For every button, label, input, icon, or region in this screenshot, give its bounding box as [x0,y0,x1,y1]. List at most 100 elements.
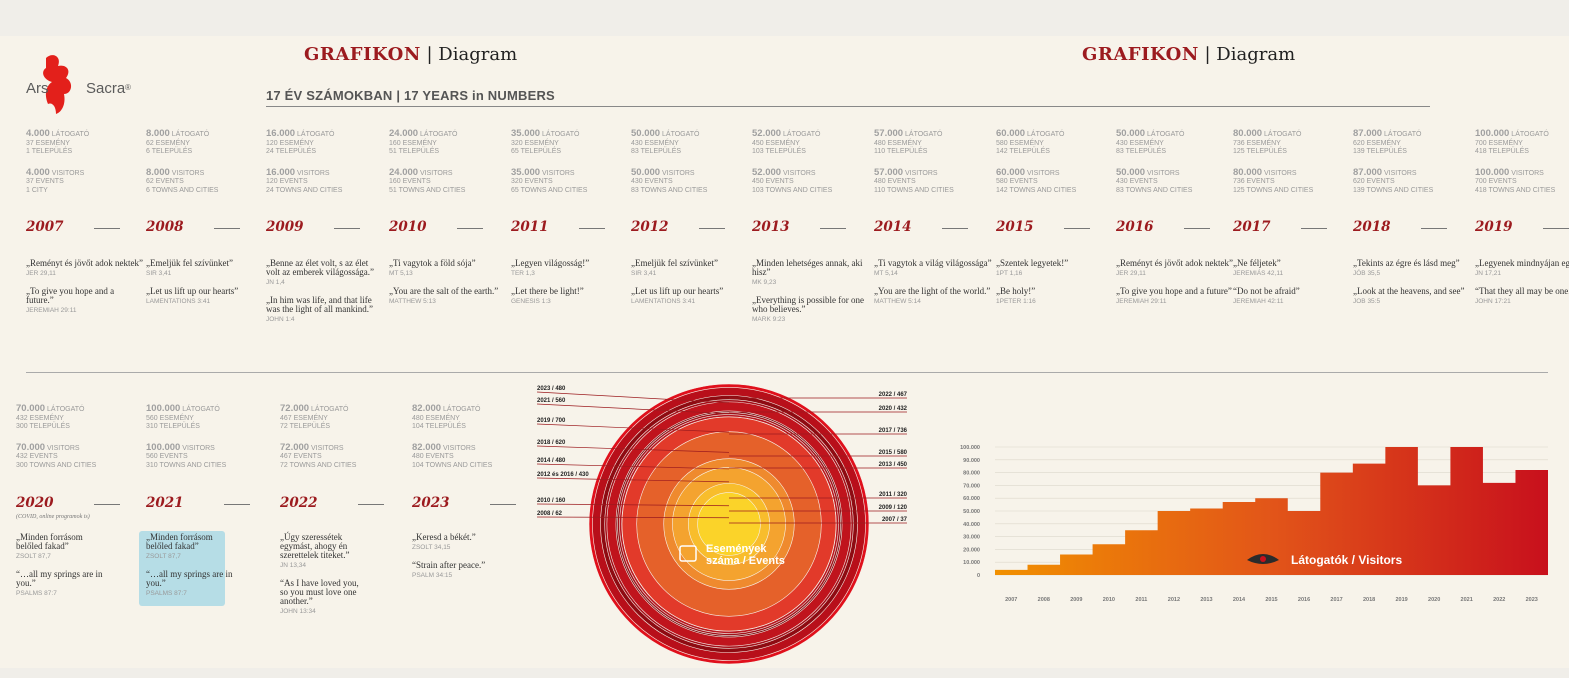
left-label-3: 2018 / 620 [537,440,566,446]
quote-en: „To give you hope and a future” JEREMIAH … [1116,287,1234,306]
quote-hu-ref: JN 13,34 [280,562,307,569]
page-title-right: GRAFIKON | Diagram [1082,44,1296,65]
visitor-count: 50.000 [631,128,661,139]
quote-en: “…all my springs are in you.” PSALMS 87:7 [16,570,104,598]
year-label-2014: 2014 [874,219,912,235]
quote-hu-text: „Legyen világosság!” [511,258,590,268]
stats-en: 82.000 VISITORS 480 EVENTS 104 TOWNS AND C… [412,442,532,471]
stats-en: 72.000 VISITORS 467 EVENTS 72 TOWNS AND CI… [280,442,400,471]
visitor-count: 35.000 [511,128,541,139]
stats-2009: 16.000 LÁTOGATÓ 120 ESEMÉNY 24 TELEPÜLÉS 16… [266,129,386,195]
quote-hu-ref: SIR 3,41 [631,270,657,277]
stats-en: 52.000 VISITORS 450 EVENTS 103 TOWNS AND C… [752,167,872,196]
quote-en: “…all my springs are in you.” Psalms 87:7 [146,570,234,598]
quote-2009: „Benne az élet volt, s az élet volt az e… [266,259,384,333]
events-hu: 62 ESEMÉNY [146,139,190,147]
visitors-label-en: VISITORS [1264,169,1297,177]
quote-en-text: “That they all may be one.” [1475,286,1569,296]
brand-name-2: Sacra [86,80,126,97]
quote-en-ref: JOHN 1:4 [266,316,295,323]
year-line-2021 [224,504,250,505]
year-label-2022: 2022 [280,495,318,511]
visitors-label-hu: LÁTOGATÓ [420,131,458,138]
visitor-count-en: 70.000 [16,441,46,453]
quote-hu: „Reményt és jövőt adok nektek” JER 29,11 [1116,259,1234,278]
quote-2020: „Minden forrásom belőled fakad” ZSOLT 87,… [16,533,104,607]
quote-hu-text: „Minden forrásom belőled fakad” [16,532,83,551]
stats-hu: 60.000 LÁTOGATÓ 580 ESEMÉNY 142 TELEPÜLÉS [996,129,1116,157]
quote-2013: „Minden lehetséges annak, aki hisz” MK 9,… [752,259,870,333]
visitors-label-en: VISITORS [542,169,575,177]
towns-en: 72 TOWNS AND CITIES [280,461,357,469]
stats-en: 50.000 VISITORS 430 EVENTS 83 TOWNS AND CI… [631,166,751,196]
events-hu: 736 ESEMÉNY [1233,139,1281,147]
towns-hu: 300 TELEPÜLÉS [16,423,70,430]
year-line-2014 [942,228,968,229]
quote-en-ref: PSALM 34:15 [412,572,453,579]
visitors-label-hu: LÁTOGATÓ [1264,131,1302,138]
stats-hu: 57.000 LÁTOGATÓ 480 ESEMÉNY 110 TELEPÜLÉS [874,128,994,157]
visitors-label-en: VISITORS [1511,169,1544,177]
quote-en: “That they all may be one.” JOHN 17:21 [1475,287,1569,306]
ytick-4: 40.000 [963,522,980,528]
visitors-label-hu: LÁTOGATÓ [311,406,349,413]
visitors-label-hu: LÁTOGATÓ [171,131,210,138]
quote-hu-ref: ZSOLT 87,7 [16,553,51,560]
events-hu: 320 ESEMÉNY [511,139,559,147]
quote-hu: „Ti vagytok a világ világossága” MT 5,14 [874,259,992,278]
stats-en: 4.000 VISITORS 37 EVENTS 1 CITY [26,167,146,196]
year-line-2019 [1543,228,1569,229]
stats-hu: 4.000 LÁTOGATÓ 37 ESEMÉNY 1 TELEPÜLÉS [26,129,146,157]
quote-hu-text: „Benne az élet volt, s az élet volt az e… [266,258,374,277]
towns-hu: 125 TELEPÜLÉS [1233,148,1287,155]
xtick-2019: 2019 [1395,597,1407,603]
visitors-label-en: VISITORS [297,169,330,177]
quote-en: „You are the salt of the earth.” MATTHEW … [389,287,507,306]
left-leader-6 [536,503,730,507]
quote-2011: „Legyen világosság!” TER 1,3 „Let there be… [511,259,629,315]
quote-hu-ref: Zsolt 87,7 [146,553,181,560]
quote-en-text: “Do not be afraid” [1233,286,1300,296]
visitors-label-en: VISITORS [51,169,85,177]
year-line-2009 [334,228,360,229]
top-strip [0,0,1569,36]
events-en: 430 EVENTS [1116,178,1158,185]
year-line-2016 [1184,228,1210,229]
visitor-count-en: 50.000 [631,166,661,178]
events-hu: 430 ESEMÉNY [1116,139,1164,147]
stats-2014: 57.000 LÁTOGATÓ 480 ESEMÉNY 110 TELEPÜLÉS 5… [874,128,994,195]
stats-en: 60.000 VISITORS 580 EVENTS 142 TOWNS AND C… [996,167,1116,196]
quote-hu-ref: MT 5,13 [389,270,413,277]
towns-hu: 142 TELEPÜLÉS [996,148,1050,155]
stats-2022: 72.000 LÁTOGATÓ 467 ESEMÉNY 72 TELEPÜLÉS 72… [280,404,400,471]
stats-2018: 87.000 LÁTOGATÓ 620 ESEMÉNY 139 TELEPÜLÉS 8… [1353,129,1473,195]
quote-en-text: „To give you hope and a future” [1116,286,1232,296]
ytick-6: 60.000 [963,496,980,502]
events-en: 430 EVENTS [631,178,673,185]
visitor-count: 70.000 [16,403,46,414]
year-line-2020 [94,504,120,505]
eye-pupil-icon [1260,556,1266,562]
quote-hu-ref: ZSOLT 34,15 [412,544,451,551]
year-line-2011 [579,228,605,229]
quote-en: “Strain after peace.” PSALM 34:15 [412,561,500,580]
quote-hu-ref: JN 17,21 [1475,270,1502,277]
stats-2020: 70.000 LÁTOGATÓ 432 ESEMÉNY 300 TELEPÜLÉS 7… [16,403,136,470]
left-leader-3 [536,445,730,453]
quote-en-ref: LAMENTATIONS 3:41 [146,298,211,305]
events-hu: 580 ESEMÉNY [996,139,1044,147]
xtick-2022: 2022 [1493,597,1505,603]
towns-hu: 83 TELEPÜLÉS [1116,148,1167,155]
stats-hu: 82.000 LÁTOGATÓ 480 ESEMÉNY 104 TELEPÜLÉS [412,404,532,432]
stats-hu: 87.000 LÁTOGATÓ 620 ESEMÉNY 139 TELEPÜLÉS [1353,129,1473,157]
stats-hu: 16.000 LÁTOGATÓ 120 ESEMÉNY 24 TELEPÜLÉS [266,129,386,157]
calendar-icon [679,545,697,562]
quote-en-text: „In him was life, and that life was the … [266,295,373,314]
xtick-2014: 2014 [1233,597,1246,603]
quote-hu-ref: JER 29,11 [1116,270,1146,277]
stats-hu: 50.000 LÁTOGATÓ 430 ESEMÉNY 83 TELEPÜLÉS [631,128,751,157]
towns-hu: 310 TELEPÜLÉS [146,423,200,430]
quote-hu-text: „Ti vagytok a világ világossága” [874,258,992,268]
visitor-count: 57.000 [874,128,904,139]
quote-2015: „Szentek legyetek!” 1PT 1,16 „Be holy!” 1PE… [996,259,1114,315]
